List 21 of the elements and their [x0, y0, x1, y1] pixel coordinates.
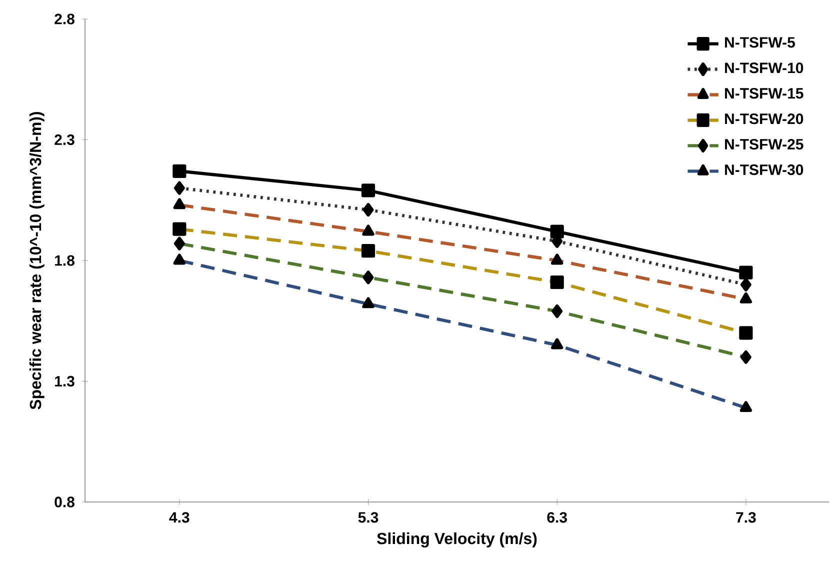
legend-label: N-TSFW-5 [725, 37, 795, 48]
point [172, 164, 186, 178]
y-tick-label: 0.8 [54, 496, 74, 508]
x-tick-label: 4.3 [169, 512, 190, 523]
y-tick-label: 1.8 [55, 255, 74, 266]
x-tick-label: 6.3 [547, 512, 567, 523]
legend-label: N-TSFW-20 [725, 113, 804, 124]
legend-label: N-TSFW-30 [725, 164, 804, 176]
y-axis-title: Specific wear rate (10^-10 (mm^3/N-m)) [29, 112, 44, 410]
point [361, 184, 376, 198]
y-tick-label: 2.8 [54, 14, 74, 24]
x-axis-title: Sliding Velocity (m/s) [377, 532, 537, 548]
legend-label: N-TSFW-15 [725, 88, 804, 99]
legend-label: N-TSFW-10 [725, 62, 804, 74]
point [550, 224, 564, 238]
y-tick-label: 2.3 [54, 134, 74, 146]
y-tick-label: 1.3 [55, 376, 74, 387]
legend-label: N-TSFW-25 [725, 138, 804, 150]
x-tick-label: 7.3 [736, 512, 756, 523]
x-tick-label: 5.3 [358, 512, 378, 523]
point [739, 266, 753, 280]
